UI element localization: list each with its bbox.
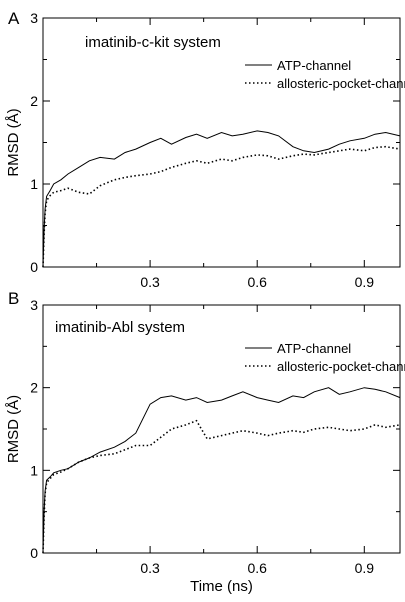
legend-label: allosteric-pocket-channel	[277, 76, 405, 91]
series-line-atp-channel	[42, 130, 401, 268]
legend-label: ATP-channel	[277, 58, 351, 73]
x-tick-label: 0.3	[140, 560, 160, 576]
series-line-allosteric-pocket-channel	[42, 419, 401, 554]
series-line-allosteric-pocket-channel	[42, 145, 401, 268]
y-tick-label: 0	[30, 259, 38, 275]
legend-label: allosteric-pocket-channel	[277, 359, 405, 374]
series-line-atp-channel	[42, 387, 401, 554]
y-tick-label: 1	[30, 176, 38, 192]
panel-letter: A	[8, 9, 20, 28]
x-axis-label: Time (ns)	[190, 578, 253, 595]
chart-title: imatinib-c-kit system	[85, 34, 221, 51]
plot-frame	[42, 17, 401, 268]
chart-title: imatinib-Abl system	[55, 319, 185, 336]
y-tick-label: 0	[30, 545, 38, 561]
y-tick-label: 2	[30, 380, 38, 396]
x-tick-label: 0.6	[247, 560, 267, 576]
x-tick-label: 0.9	[355, 560, 375, 576]
y-axis-label: RMSD (Å)	[5, 395, 22, 463]
y-tick-label: 3	[30, 297, 38, 313]
y-tick-label: 3	[30, 10, 38, 26]
legend-label: ATP-channel	[277, 341, 351, 356]
x-tick-label: 0.6	[247, 274, 267, 290]
panel-letter: B	[8, 289, 19, 308]
x-tick-label: 0.3	[140, 274, 160, 290]
y-axis-label: RMSD (Å)	[5, 108, 22, 176]
x-tick-label: 0.9	[355, 274, 375, 290]
y-tick-label: 1	[30, 462, 38, 478]
y-tick-label: 2	[30, 93, 38, 109]
